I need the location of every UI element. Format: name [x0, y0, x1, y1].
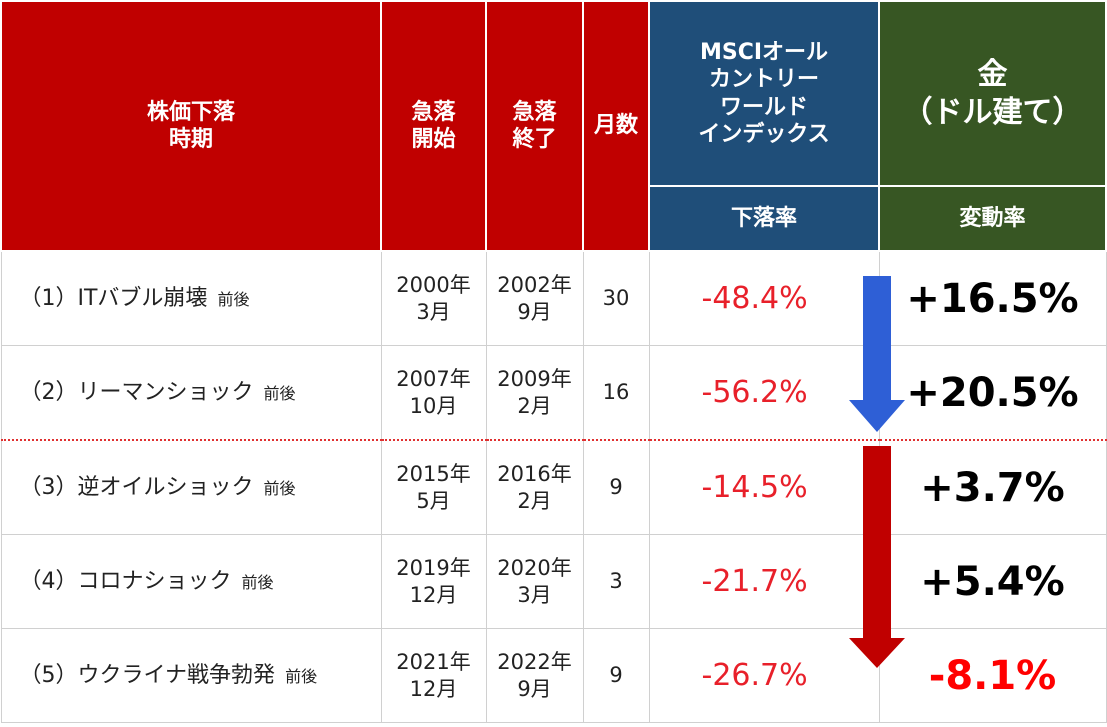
- end-date: 2022年 9月: [485, 628, 584, 723]
- gold-change: +16.5%: [878, 250, 1107, 346]
- table-row: （1）ITバブル崩壊 前後 2000年 3月 2002年 9月 30 -48.4% +16.…: [0, 250, 1107, 346]
- period-label: （2）リーマンショック: [19, 379, 254, 405]
- gold-change: +3.7%: [878, 439, 1107, 535]
- end-date: 2002年 9月: [485, 250, 584, 346]
- table-row: （4）コロナショック 前後 2019年 12月 2020年 3月 3 -21.7% +5.4…: [0, 534, 1107, 629]
- period-note: 前後: [217, 289, 250, 309]
- header-period: 株価下落 時期: [0, 0, 382, 252]
- period-note: 前後: [263, 383, 296, 403]
- header-gold-sub: 変動率: [878, 185, 1107, 252]
- header-months: 月数: [582, 0, 650, 252]
- period-note: 前後: [285, 666, 318, 686]
- msci-change: -56.2%: [648, 345, 880, 441]
- period-note: 前後: [263, 478, 296, 498]
- header-msci-sub: 下落率: [648, 185, 880, 252]
- start-date: 2015年 5月: [380, 439, 487, 535]
- msci-change: -26.7%: [648, 628, 880, 723]
- period-cell: （5）ウクライナ戦争勃発 前後: [0, 628, 382, 723]
- table-row: （5）ウクライナ戦争勃発 前後 2021年 12月 2022年 9月 9 -26.7% -8…: [0, 628, 1107, 723]
- period-cell: （1）ITバブル崩壊 前後: [0, 250, 382, 346]
- end-date: 2016年 2月: [485, 439, 584, 535]
- months: 30: [582, 250, 650, 346]
- start-date: 2019年 12月: [380, 534, 487, 629]
- months: 3: [582, 534, 650, 629]
- period-label: （4）コロナショック: [19, 568, 232, 594]
- period-label: （3）逆オイルショック: [19, 474, 254, 500]
- header-start: 急落 開始: [380, 0, 487, 252]
- header-gold: 金 （ドル建て）: [878, 0, 1107, 187]
- start-date: 2021年 12月: [380, 628, 487, 723]
- gold-change: +20.5%: [878, 345, 1107, 441]
- header-msci: MSCIオール カントリー ワールド インデックス: [648, 0, 880, 187]
- table-row: （3）逆オイルショック 前後 2015年 5月 2016年 2月 9 -14.5% +3.7…: [0, 439, 1107, 535]
- period-cell: （4）コロナショック 前後: [0, 534, 382, 629]
- header-end: 急落 終了: [485, 0, 584, 252]
- period-cell: （2）リーマンショック 前後: [0, 345, 382, 441]
- table-row: （2）リーマンショック 前後 2007年 10月 2009年 2月 16 -56.2% +2…: [0, 345, 1107, 441]
- period-label: （1）ITバブル崩壊: [19, 285, 208, 311]
- months: 9: [582, 439, 650, 535]
- msci-change: -48.4%: [648, 250, 880, 346]
- gold-change: +5.4%: [878, 534, 1107, 629]
- gold-change: -8.1%: [878, 628, 1107, 723]
- period-note: 前後: [241, 572, 274, 592]
- start-date: 2007年 10月: [380, 345, 487, 441]
- table-body: （1）ITバブル崩壊 前後 2000年 3月 2002年 9月 30 -48.4% +16.…: [0, 250, 1107, 723]
- period-label: （5）ウクライナ戦争勃発: [19, 662, 276, 688]
- start-date: 2000年 3月: [380, 250, 487, 346]
- msci-change: -21.7%: [648, 534, 880, 629]
- period-cell: （3）逆オイルショック 前後: [0, 439, 382, 535]
- months: 16: [582, 345, 650, 441]
- end-date: 2009年 2月: [485, 345, 584, 441]
- end-date: 2020年 3月: [485, 534, 584, 629]
- months: 9: [582, 628, 650, 723]
- msci-change: -14.5%: [648, 439, 880, 535]
